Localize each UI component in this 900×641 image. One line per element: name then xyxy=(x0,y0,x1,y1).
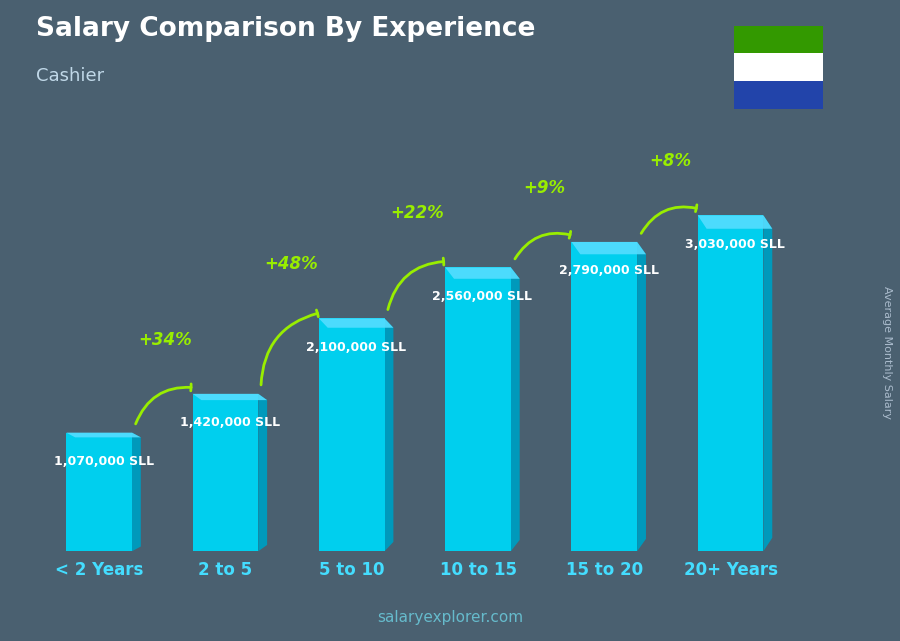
Polygon shape xyxy=(572,242,646,254)
Polygon shape xyxy=(637,242,646,551)
Polygon shape xyxy=(384,319,393,551)
Polygon shape xyxy=(67,433,132,551)
Text: 3,030,000 SLL: 3,030,000 SLL xyxy=(685,238,785,251)
Text: 2,790,000 SLL: 2,790,000 SLL xyxy=(559,265,659,278)
Text: Cashier: Cashier xyxy=(36,67,104,85)
Text: 1,070,000 SLL: 1,070,000 SLL xyxy=(53,455,154,468)
Polygon shape xyxy=(193,394,267,400)
Bar xyxy=(734,53,824,81)
Text: +8%: +8% xyxy=(649,152,691,170)
Polygon shape xyxy=(258,394,267,551)
Polygon shape xyxy=(698,215,772,229)
Polygon shape xyxy=(67,433,140,437)
Polygon shape xyxy=(319,319,393,328)
Text: salaryexplorer.com: salaryexplorer.com xyxy=(377,610,523,625)
Polygon shape xyxy=(446,267,519,279)
Polygon shape xyxy=(446,267,511,551)
Text: +22%: +22% xyxy=(391,204,445,222)
Polygon shape xyxy=(132,433,140,551)
Bar xyxy=(734,26,824,53)
Text: 2,100,000 SLL: 2,100,000 SLL xyxy=(306,341,406,354)
Text: +48%: +48% xyxy=(265,255,318,273)
Text: +34%: +34% xyxy=(138,331,192,349)
Text: 1,420,000 SLL: 1,420,000 SLL xyxy=(180,417,280,429)
Polygon shape xyxy=(763,215,772,551)
Polygon shape xyxy=(698,215,763,551)
Polygon shape xyxy=(572,242,637,551)
Text: Salary Comparison By Experience: Salary Comparison By Experience xyxy=(36,16,536,42)
Polygon shape xyxy=(319,319,384,551)
Text: Average Monthly Salary: Average Monthly Salary xyxy=(881,286,892,419)
Polygon shape xyxy=(511,267,519,551)
Bar xyxy=(734,81,824,109)
Text: 2,560,000 SLL: 2,560,000 SLL xyxy=(432,290,533,303)
Polygon shape xyxy=(193,394,258,551)
Text: +9%: +9% xyxy=(523,179,565,197)
